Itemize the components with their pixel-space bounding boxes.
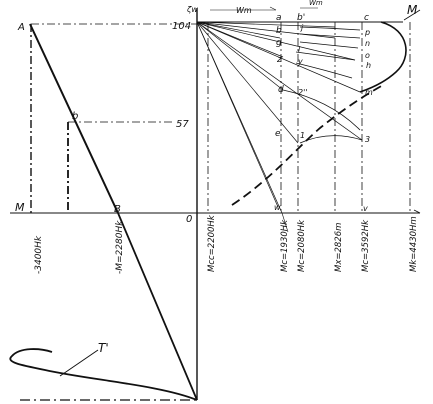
leader-w [281,212,289,233]
curve-T [9,348,198,401]
label-A: A [17,22,25,33]
dashed-curve [231,83,386,206]
point-v: v [363,204,368,213]
label-104: 104 [172,21,191,32]
point-m: m [365,88,373,97]
point-g: g [276,38,282,48]
label-Wm: Wm [236,6,252,15]
value-right-5: Mc=3592Hk [361,219,371,272]
leader-M [403,9,421,21]
value-left-2: -M=2280Hk [115,220,125,274]
point-w: w [274,203,281,212]
value-right-3: Mc=2080Hk [297,219,307,272]
label-T-prime: T' [98,341,109,355]
label-Ew: ζw [186,5,198,14]
point-3: 3 [365,135,370,144]
point-h: h [366,61,371,70]
curve-M [359,21,407,93]
point-l: l [298,45,301,54]
label-zero: 0 [186,214,192,225]
label-Wm-small: Wm [309,0,323,7]
point-2pp: 2'' [298,88,308,97]
line-T-upper [117,212,198,401]
line-A-B [29,23,119,214]
leader-T [59,349,99,377]
point-p: p [364,28,370,37]
point-o: o [365,51,370,60]
point-c: c [364,13,369,23]
value-right-4: Mx=2826m [334,223,344,272]
point-b6: b' [297,13,305,23]
point-a: a [276,13,282,23]
point-j: j [300,23,304,32]
point-b: b [276,26,282,36]
fan-arcs [282,26,363,144]
point-n: n [365,39,370,48]
fan-lines [196,21,363,214]
value-left-1: -3400Hk [34,235,44,274]
wm-arrow-head [269,6,277,11]
point-z: z [276,55,282,65]
point-d: d [278,85,284,95]
label-57: 57 [176,119,189,130]
point-e: e [275,129,281,139]
label-B: B [114,204,121,215]
point-y: y [297,57,303,66]
point-1: 1 [300,131,305,140]
label-M-right: M [407,3,418,17]
value-right-2: Mc=1930Hk [280,219,290,272]
value-right-1: Mcc=2200Hk [207,214,217,272]
label-M-left: M [15,201,25,214]
axis-arrow [413,209,421,214]
value-right-6: Mk=4430Hm [409,216,419,272]
label-b: b [72,111,78,122]
projection-lines [207,22,411,213]
